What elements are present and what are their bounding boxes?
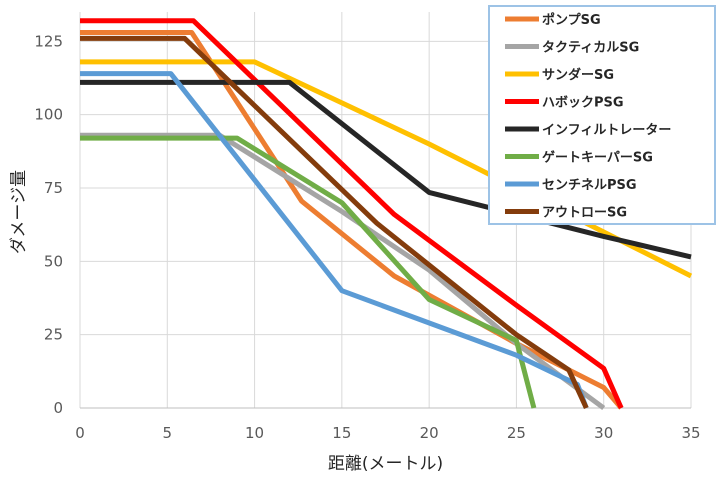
axes: 0 5 10 15 20 25 30 35 0 25 50 75 100 125: [34, 32, 700, 442]
series-line-3: [80, 59, 693, 279]
y-tick-label: 75: [44, 179, 63, 197]
x-tick-label: 20: [420, 424, 439, 442]
y-tick-label: 50: [44, 252, 63, 270]
series-line-1: [80, 30, 624, 410]
series-line-6: [80, 135, 537, 409]
series-line-8: [80, 35, 589, 410]
legend-label: サンダーSG: [542, 67, 614, 83]
x-tick-label: 5: [163, 424, 173, 442]
x-tick-label: 0: [75, 424, 85, 442]
legend-label: センチネルPSG: [542, 178, 637, 193]
legend-label: アウトローSG: [542, 206, 627, 221]
legend-label: ポンプSG: [542, 12, 601, 28]
y-axis-title: ダメージ量: [9, 170, 29, 254]
legend-label: インフィルトレーター: [542, 123, 671, 138]
y-axis-title-text: ダメージ量: [9, 170, 29, 254]
legend-label: ハボックPSG: [542, 95, 624, 111]
x-tick-label: 10: [245, 424, 264, 442]
series-line-4: [80, 18, 624, 410]
legend-label: ゲートキーパーSG: [542, 150, 653, 166]
x-tick-label: 35: [681, 424, 700, 442]
series-lines: [80, 18, 693, 411]
x-tick-label: 30: [594, 424, 613, 442]
series-line-2: [80, 132, 606, 411]
series-line-5: [80, 79, 692, 260]
legend-box: [488, 5, 716, 225]
y-tick-label: 0: [53, 399, 63, 417]
x-axis-title: 距離(メートル): [328, 454, 443, 474]
y-tick-label: 25: [44, 326, 63, 344]
x-tick-label: 25: [507, 424, 526, 442]
legend-label: タクティカルSG: [542, 41, 639, 56]
y-tick-label: 100: [34, 106, 63, 124]
x-tick-label: 15: [332, 424, 351, 442]
legend: ポンプSG タクティカルSG サンダーSG ハボックPSG インフィルトレーターゲートキ…: [488, 5, 716, 225]
y-tick-label: 125: [34, 32, 63, 50]
